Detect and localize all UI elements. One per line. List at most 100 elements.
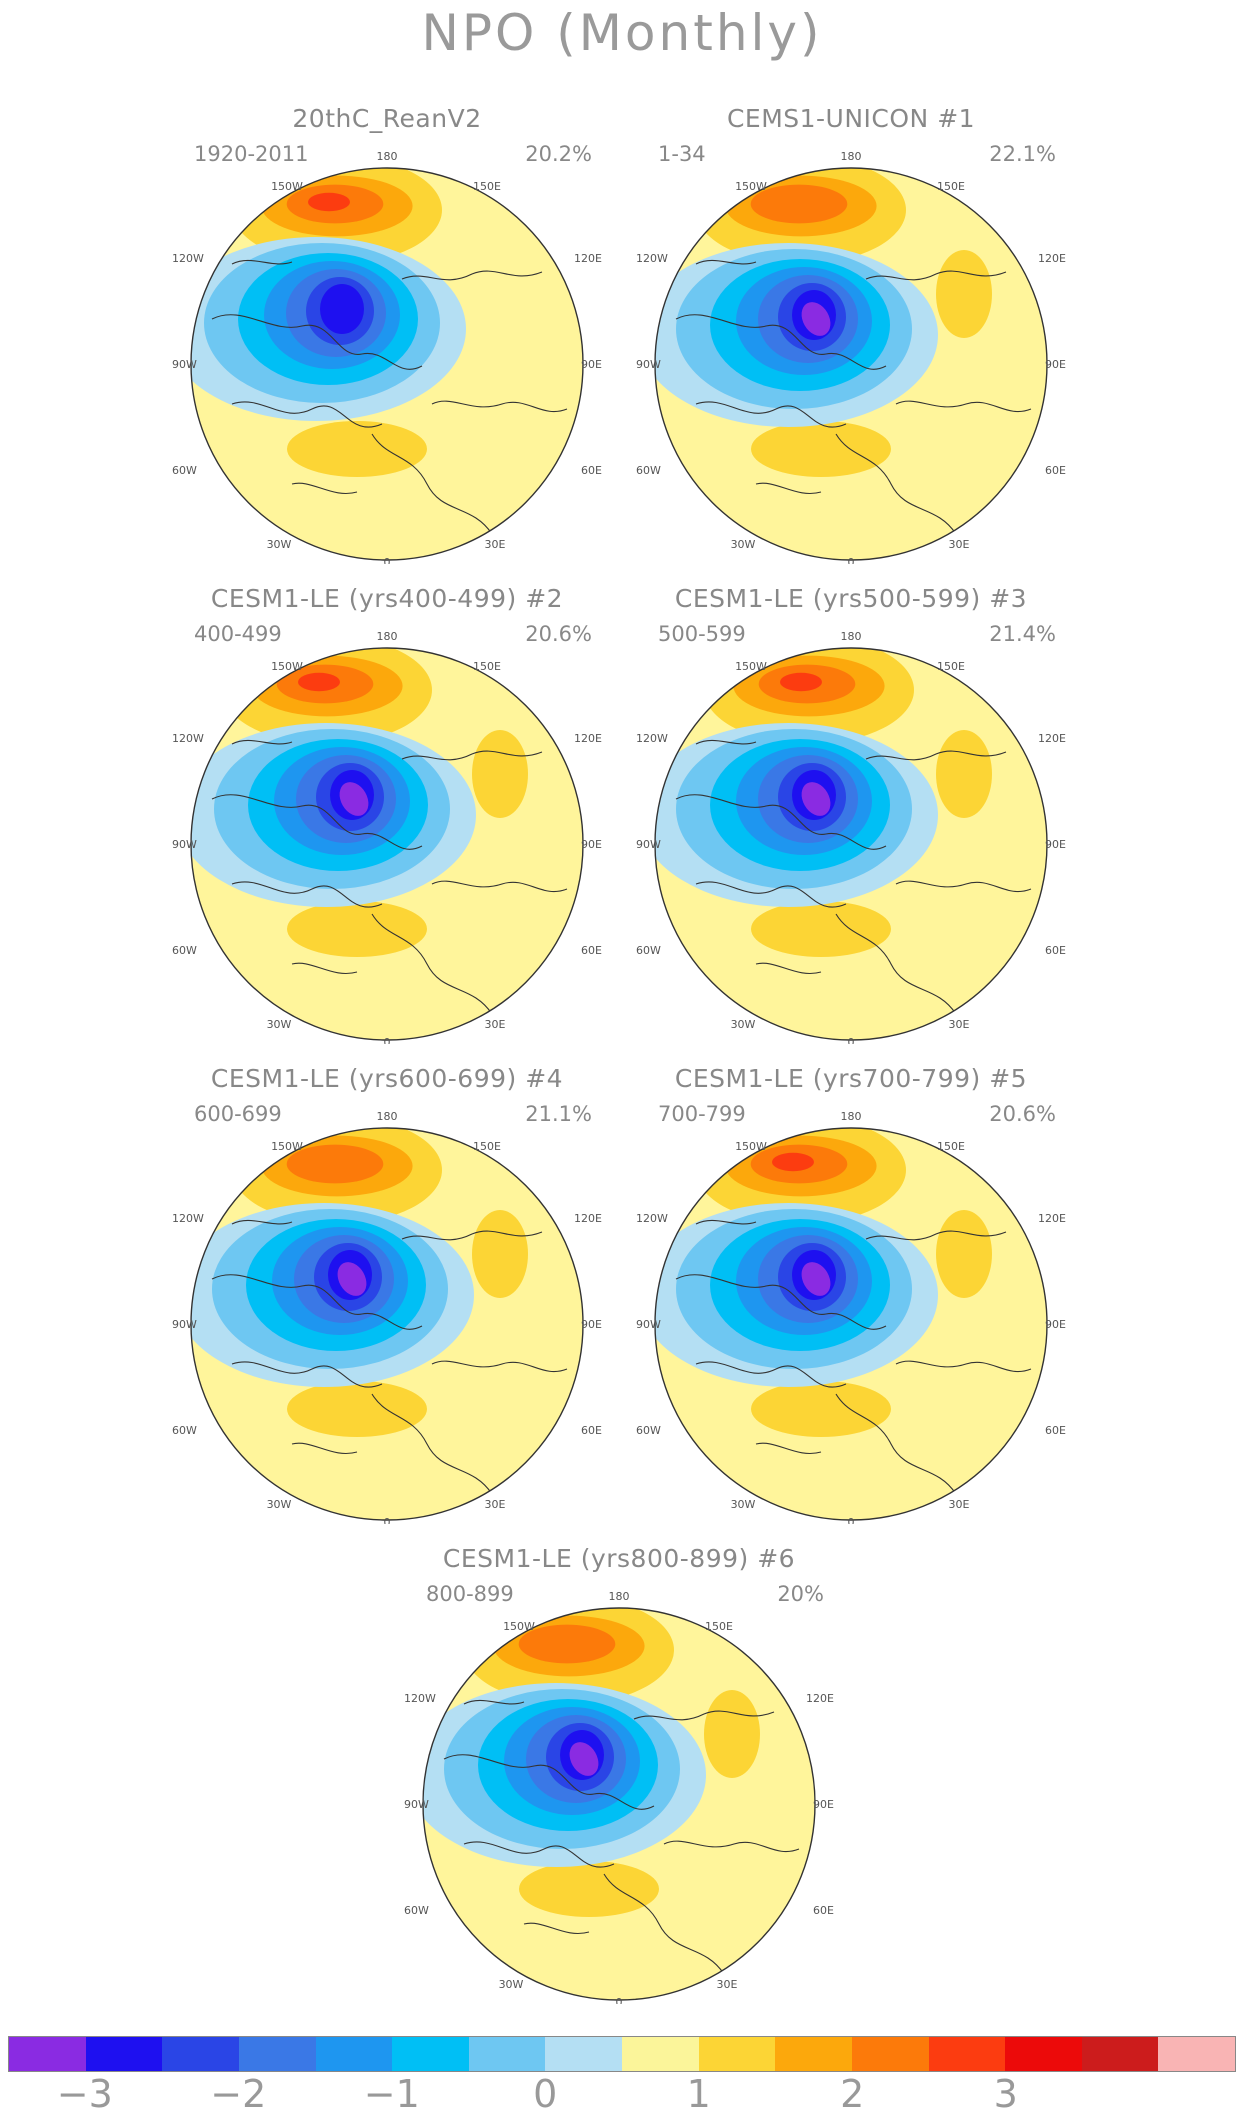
positive-contour — [704, 1690, 760, 1778]
longitude-label: 30E — [949, 538, 970, 551]
positive-contour — [751, 1381, 891, 1437]
longitude-label: 120E — [574, 732, 602, 745]
colorbar-segment — [928, 2037, 1006, 2071]
panel-period: 500-599 — [658, 622, 746, 646]
colorbar-segment — [162, 2037, 239, 2071]
longitude-label: 60E — [581, 1424, 602, 1437]
positive-contour — [751, 901, 891, 957]
longitude-label: 30E — [717, 1978, 738, 1991]
longitude-label: 120W — [172, 732, 204, 745]
negative-contour — [569, 1742, 599, 1776]
map-border — [190, 1127, 584, 1521]
coastline — [695, 1361, 847, 1388]
map-panel-cems1-unicon: CEMS1-UNICON #1 1-34 22.1% 180 150W 150E 12… — [636, 104, 1066, 564]
longitude-label: 0 — [384, 1036, 391, 1044]
polar-map: 180 150W 150E 120W 120E 90W 90E 60W 60E 30W 30E 0 — [404, 1590, 834, 2004]
colorbar-segment — [9, 2037, 86, 2071]
coastline — [755, 482, 822, 494]
colorbar-segment — [698, 2037, 776, 2071]
coastline — [211, 314, 423, 370]
polar-map: 180 150W 150E 120W 120E 90W 90E 60W 60E 30W 30E 0 — [172, 1110, 602, 1524]
longitude-label: 180 — [841, 630, 862, 643]
longitude-label: 30W — [267, 1018, 292, 1031]
colorbar-segment — [85, 2037, 163, 2071]
longitude-label: 0 — [384, 556, 391, 564]
negative-contour — [801, 1262, 831, 1296]
longitude-label: 150W — [735, 660, 767, 673]
longitude-label: 60W — [636, 944, 661, 957]
coastline — [695, 739, 757, 745]
panel-percent: 20.6% — [525, 622, 592, 646]
panel-period: 400-499 — [194, 622, 282, 646]
panel-title: 20thC_ReanV2 — [292, 104, 482, 133]
panel-period: 700-799 — [658, 1102, 746, 1126]
coastline — [401, 1230, 543, 1241]
longitude-label: 120E — [1038, 1212, 1066, 1225]
positive-contour — [287, 901, 427, 957]
longitude-label: 60W — [172, 464, 197, 477]
longitude-label: 150E — [705, 1620, 733, 1633]
colorbar-segment — [622, 2037, 699, 2071]
longitude-label: 150E — [473, 180, 501, 193]
longitude-label: 30W — [731, 538, 756, 551]
longitude-label: 60E — [1045, 464, 1066, 477]
longitude-label: 0 — [848, 556, 855, 564]
longitude-label: 120W — [172, 1212, 204, 1225]
panel-title: CEMS1-UNICON #1 — [726, 104, 976, 133]
negative-contour — [801, 302, 831, 336]
map-border — [654, 647, 1048, 1041]
longitude-label: 30E — [949, 1498, 970, 1511]
longitude-label: 120E — [574, 252, 602, 265]
longitude-label: 90W — [172, 838, 197, 851]
coastline — [695, 881, 847, 908]
coastline — [663, 1840, 800, 1853]
polar-map: 180 150W 150E 120W 120E 90W 90E 60W 60E 30W 30E 0 — [172, 150, 602, 564]
longitude-label: 60E — [813, 1904, 834, 1917]
coastline — [865, 270, 1007, 281]
longitude-label: 150E — [473, 660, 501, 673]
longitude-label: 30E — [485, 1498, 506, 1511]
panel-period: 800-899 — [426, 1582, 514, 1606]
longitude-label: 180 — [841, 150, 862, 163]
longitude-label: 90W — [404, 1798, 429, 1811]
coastline — [443, 1754, 655, 1810]
longitude-label: 150E — [937, 180, 965, 193]
longitude-label: 90E — [581, 1318, 602, 1331]
colorbar-segment — [1158, 2037, 1235, 2071]
panel-title: CESM1-LE (yrs400-499) #2 — [210, 584, 564, 613]
map-border — [654, 167, 1048, 561]
longitude-label: 90E — [813, 1798, 834, 1811]
map-panel-cesm1-le-3: CESM1-LE (yrs500-599) #3 500-599 21.4% 1… — [636, 584, 1066, 1044]
coastline — [231, 1361, 383, 1388]
map-border — [654, 1127, 1048, 1521]
coastline — [695, 401, 847, 428]
colorbar-tick-label: 2 — [840, 2072, 865, 2116]
coastline — [523, 1922, 590, 1934]
longitude-label: 90W — [636, 838, 661, 851]
colorbar-segment — [851, 2037, 929, 2071]
coastline — [211, 794, 423, 850]
map-panel-cesm1-le-6: CESM1-LE (yrs800-899) #6 800-899 20% 180… — [404, 1544, 834, 2004]
longitude-label: 60W — [404, 1904, 429, 1917]
panel-title: CESM1-LE (yrs600-699) #4 — [210, 1064, 564, 1093]
longitude-label: 150W — [503, 1620, 535, 1633]
polar-map: 180 150W 150E 120W 120E 90W 90E 60W 60E 30W 30E 0 — [636, 150, 1066, 564]
coastline — [211, 1274, 423, 1330]
longitude-label: 120W — [636, 252, 668, 265]
coastline — [675, 1274, 887, 1330]
panel-period: 1-34 — [658, 142, 706, 166]
longitude-label: 120E — [574, 1212, 602, 1225]
colorbar-segment — [468, 2037, 546, 2071]
longitude-label: 120W — [404, 1692, 436, 1705]
longitude-label: 90E — [581, 358, 602, 371]
coastline — [291, 482, 358, 494]
longitude-label: 30W — [267, 538, 292, 551]
coastline — [835, 433, 957, 535]
longitude-label: 90W — [636, 358, 661, 371]
coastline — [865, 1230, 1007, 1241]
longitude-label: 150E — [473, 1140, 501, 1153]
positive-contour — [519, 1861, 659, 1917]
positive-contour — [936, 1210, 992, 1298]
longitude-label: 60W — [636, 464, 661, 477]
longitude-label: 0 — [848, 1036, 855, 1044]
